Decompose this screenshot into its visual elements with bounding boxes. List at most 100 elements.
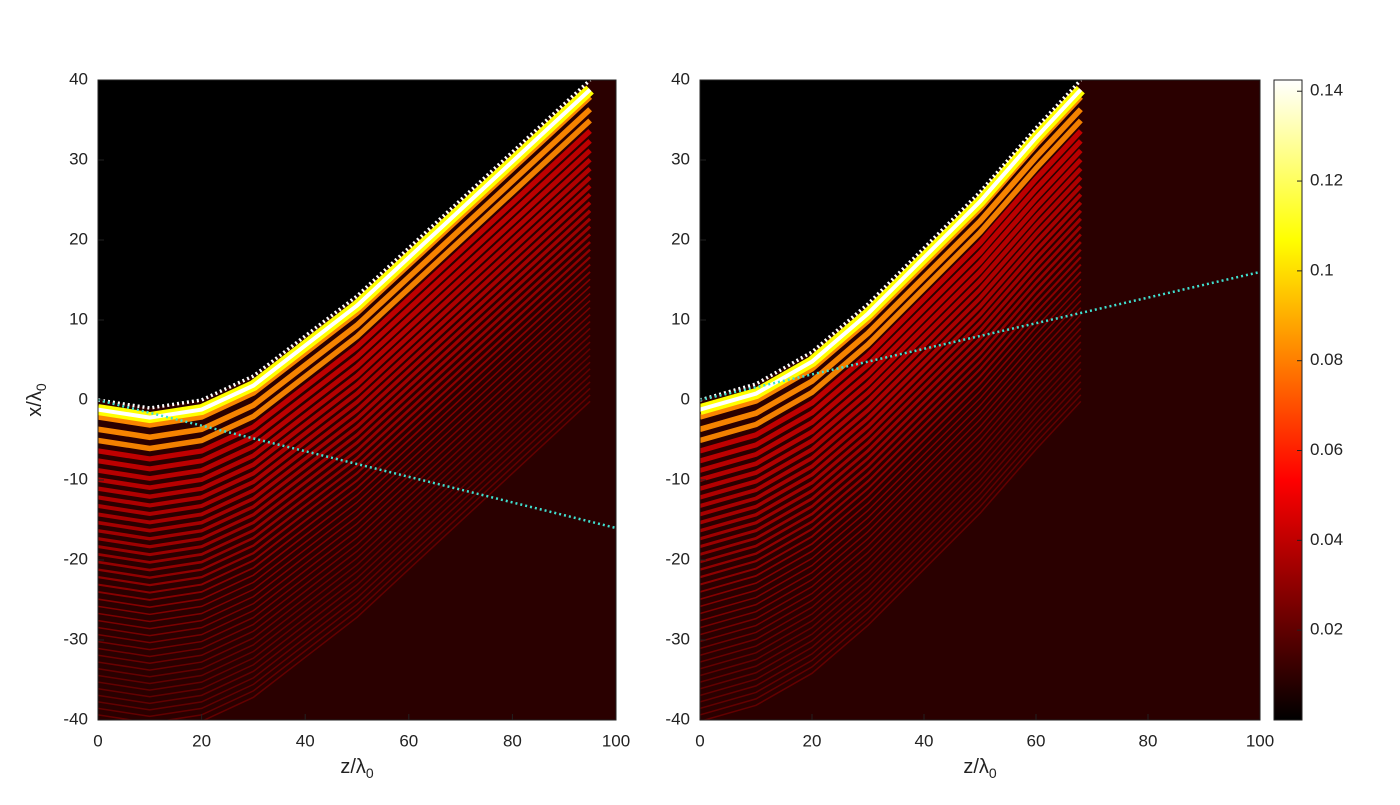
- intensity-fringe: [98, 374, 591, 705]
- intensity-fringe: [98, 167, 592, 499]
- intensity-fringe: [700, 256, 1082, 579]
- x-tick-label: 0: [695, 731, 704, 750]
- colorbar-tick-label: 0.1: [1310, 260, 1334, 279]
- x-tick-label: 100: [602, 731, 630, 750]
- x-tick-label: 60: [399, 731, 418, 750]
- intensity-fringe: [98, 278, 591, 608]
- y-tick-label: 40: [69, 69, 88, 88]
- intensity-fringe: [98, 241, 591, 572]
- intensity-fringe: [98, 129, 592, 462]
- intensity-fringe: [700, 361, 1082, 683]
- y-tick-label: 30: [671, 149, 690, 168]
- intensity-fringe: [700, 300, 1082, 622]
- intensity-fringe: [98, 175, 592, 508]
- intensity-fringe: [700, 341, 1082, 663]
- y-tick-label: 10: [69, 309, 88, 328]
- x-tick-label: 0: [93, 731, 102, 750]
- colorbar-tick-label: 0.04: [1310, 530, 1343, 549]
- intensity-fringe: [700, 293, 1082, 615]
- y-tick-label: -30: [63, 629, 88, 648]
- intensity-fringe: [98, 233, 592, 564]
- y-tick-label: 0: [681, 389, 690, 408]
- intensity-fringe: [98, 193, 592, 525]
- intensity-fringe: [98, 217, 592, 549]
- intensity-fringe: [98, 314, 591, 644]
- y-tick-label: -20: [63, 549, 88, 568]
- intensity-fringe: [700, 327, 1082, 650]
- heatmap-image: [98, 80, 616, 720]
- intensity-fringe: [98, 381, 591, 711]
- x-tick-label: 40: [296, 731, 315, 750]
- intensity-fringe: [700, 209, 1083, 533]
- y-tick-label: -40: [63, 709, 88, 728]
- intensity-fringe: [98, 285, 591, 616]
- intensity-fringe: [700, 129, 1083, 454]
- intensity-fringe: [98, 387, 591, 718]
- intensity-fringe: [98, 271, 591, 601]
- trajectory: [98, 398, 616, 530]
- intensity-fringe: [700, 307, 1082, 629]
- axis-label-subscript: 0: [33, 383, 49, 391]
- axis-label: z/λ0: [340, 756, 374, 780]
- intensity-fringe: [700, 263, 1082, 586]
- intensity-fringe: [98, 361, 591, 691]
- dark-region: [700, 80, 1081, 400]
- axis-label: x/λ0: [24, 383, 48, 417]
- y-tick-label: 10: [671, 309, 690, 328]
- intensity-fringe: [700, 334, 1082, 656]
- axis-label-text: x/λ: [24, 391, 46, 417]
- trajectory: [700, 80, 1083, 402]
- heatmap-image: [700, 80, 1260, 720]
- intensity-fringe: [700, 278, 1082, 600]
- intensity-fringe: [700, 148, 1083, 473]
- intensity-fringe: [700, 201, 1083, 525]
- axis-label-text: z/λ: [340, 756, 366, 778]
- intensity-fringe: [700, 225, 1082, 549]
- y-tick-label: -10: [63, 469, 88, 488]
- intensity-fringe: [98, 368, 591, 698]
- y-tick-label: 40: [671, 69, 690, 88]
- intensity-fringe: [98, 327, 591, 658]
- x-tick-label: 20: [803, 731, 822, 750]
- axis-label-subscript: 0: [366, 765, 374, 781]
- intensity-fringe: [700, 394, 1082, 716]
- x-tick-label: 60: [1027, 731, 1046, 750]
- colorbar: [1273, 79, 1303, 721]
- intensity-fringe: [98, 341, 591, 671]
- intensity-fringe: [98, 107, 593, 441]
- intensity-fringe: [700, 139, 1083, 464]
- intensity-fringe: [202, 400, 591, 720]
- intensity-fringe: [700, 167, 1083, 491]
- x-tick-label: 80: [503, 731, 522, 750]
- intensity-fringe: [98, 201, 592, 533]
- main-lobe-core: [700, 88, 1083, 412]
- intensity-fringe: [700, 118, 1083, 444]
- colorbar-tick-label: 0.14: [1310, 81, 1343, 100]
- intensity-fringe: [98, 292, 591, 623]
- intensity-fringe: [98, 354, 591, 685]
- intensity-fringe: [98, 118, 592, 452]
- intensity-fringe: [98, 348, 591, 678]
- intensity-fringe: [700, 217, 1082, 541]
- intensity-fringe: [700, 321, 1082, 643]
- intensity-fringe: [98, 256, 591, 587]
- intensity-fringe: [98, 263, 591, 594]
- intensity-fringe: [98, 394, 591, 720]
- y-tick-label: -40: [665, 709, 690, 728]
- intensity-fringe: [700, 107, 1083, 432]
- intensity-fringe: [700, 285, 1082, 608]
- intensity-fringe: [700, 271, 1082, 593]
- intensity-fringe: [98, 334, 591, 665]
- y-tick-label: 30: [69, 149, 88, 168]
- intensity-fringe: [701, 400, 1082, 720]
- intensity-fringe: [98, 300, 591, 630]
- intensity-fringe: [98, 248, 591, 579]
- y-tick-label: 0: [79, 389, 88, 408]
- intensity-fringe: [700, 175, 1083, 500]
- x-tick-label: 40: [915, 731, 934, 750]
- intensity-fringe: [700, 184, 1083, 508]
- intensity-fringe: [700, 248, 1082, 571]
- intensity-fringe: [98, 139, 592, 472]
